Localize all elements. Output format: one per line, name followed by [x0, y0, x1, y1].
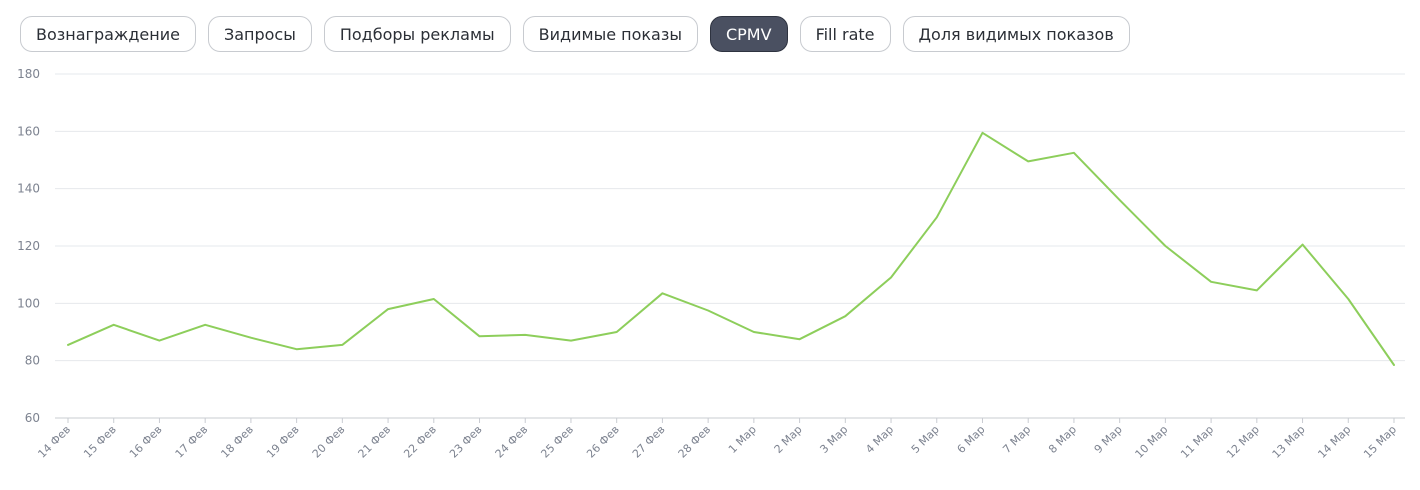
grid-lines [55, 73, 1405, 419]
tab-cpmv[interactable]: CPMV [709, 16, 788, 52]
x-tick-label: 28 Фев [676, 423, 714, 461]
x-tick-label: 5 Мар [909, 423, 942, 456]
y-tick-label: 140 [17, 182, 40, 196]
x-tick-label: 10 Мар [1133, 423, 1171, 461]
x-tick-label: 23 Фев [447, 423, 485, 461]
metric-tabs: Вознаграждение Запросы Подборы рекламы В… [20, 16, 1130, 52]
x-tick-label: 18 Фев [218, 423, 256, 461]
x-tick-label: 15 Фев [81, 423, 119, 461]
y-tick-label: 120 [17, 239, 40, 253]
x-tick-label: 22 Фев [401, 423, 439, 461]
x-tick-label: 4 Мар [863, 423, 896, 456]
x-tick-label: 19 Фев [264, 423, 302, 461]
tab-reward[interactable]: Вознаграждение [20, 16, 196, 52]
x-tick-label: 7 Мар [1000, 423, 1033, 456]
x-tick-label: 17 Фев [173, 423, 211, 461]
x-tick-label: 26 Фев [584, 423, 622, 461]
x-tick-label: 21 Фев [356, 423, 394, 461]
y-tick-label: 180 [17, 67, 40, 81]
x-tick-label: 1 Мар [726, 423, 759, 456]
x-tick-label: 25 Фев [538, 423, 576, 461]
y-tick-label: 160 [17, 124, 40, 138]
tab-requests[interactable]: Запросы [207, 16, 312, 52]
y-axis: 60 80 100 120 140 160 180 [17, 67, 40, 425]
tab-viewable-share[interactable]: Доля видимых показов [902, 16, 1130, 52]
x-tick-label: 14 Мар [1315, 423, 1353, 461]
tab-ad-matches[interactable]: Подборы рекламы [323, 16, 511, 52]
tab-viewable-impressions[interactable]: Видимые показы [522, 16, 698, 52]
y-tick-label: 80 [25, 354, 40, 368]
x-tick-label: 15 Мар [1361, 423, 1399, 461]
y-tick-label: 60 [25, 411, 40, 425]
x-tick-label: 14 Фев [35, 423, 73, 461]
tab-fill-rate[interactable]: Fill rate [799, 16, 891, 52]
x-tick-label: 13 Мар [1270, 423, 1308, 461]
x-tick-label: 27 Фев [630, 423, 668, 461]
x-tick-label: 20 Фев [310, 423, 348, 461]
x-tick-label: 8 Мар [1046, 423, 1079, 456]
x-tick-label: 9 Мар [1092, 423, 1125, 456]
y-tick-label: 100 [17, 296, 40, 310]
x-tick-label: 16 Фев [127, 423, 165, 461]
series-line [67, 131, 1395, 366]
x-tick-label: 6 Мар [955, 423, 988, 456]
x-tick-label: 3 Мар [817, 423, 850, 456]
x-tick-label: 24 Фев [493, 423, 531, 461]
x-axis: 14 Фев 15 Фев 16 Фев 17 Фев 18 Фев 19 Фев 20 Ф… [35, 418, 1399, 461]
x-tick-label: 12 Мар [1224, 423, 1262, 461]
x-tick-label: 11 Мар [1178, 423, 1216, 461]
x-tick-label: 2 Мар [772, 423, 805, 456]
series-layer [67, 131, 1395, 366]
